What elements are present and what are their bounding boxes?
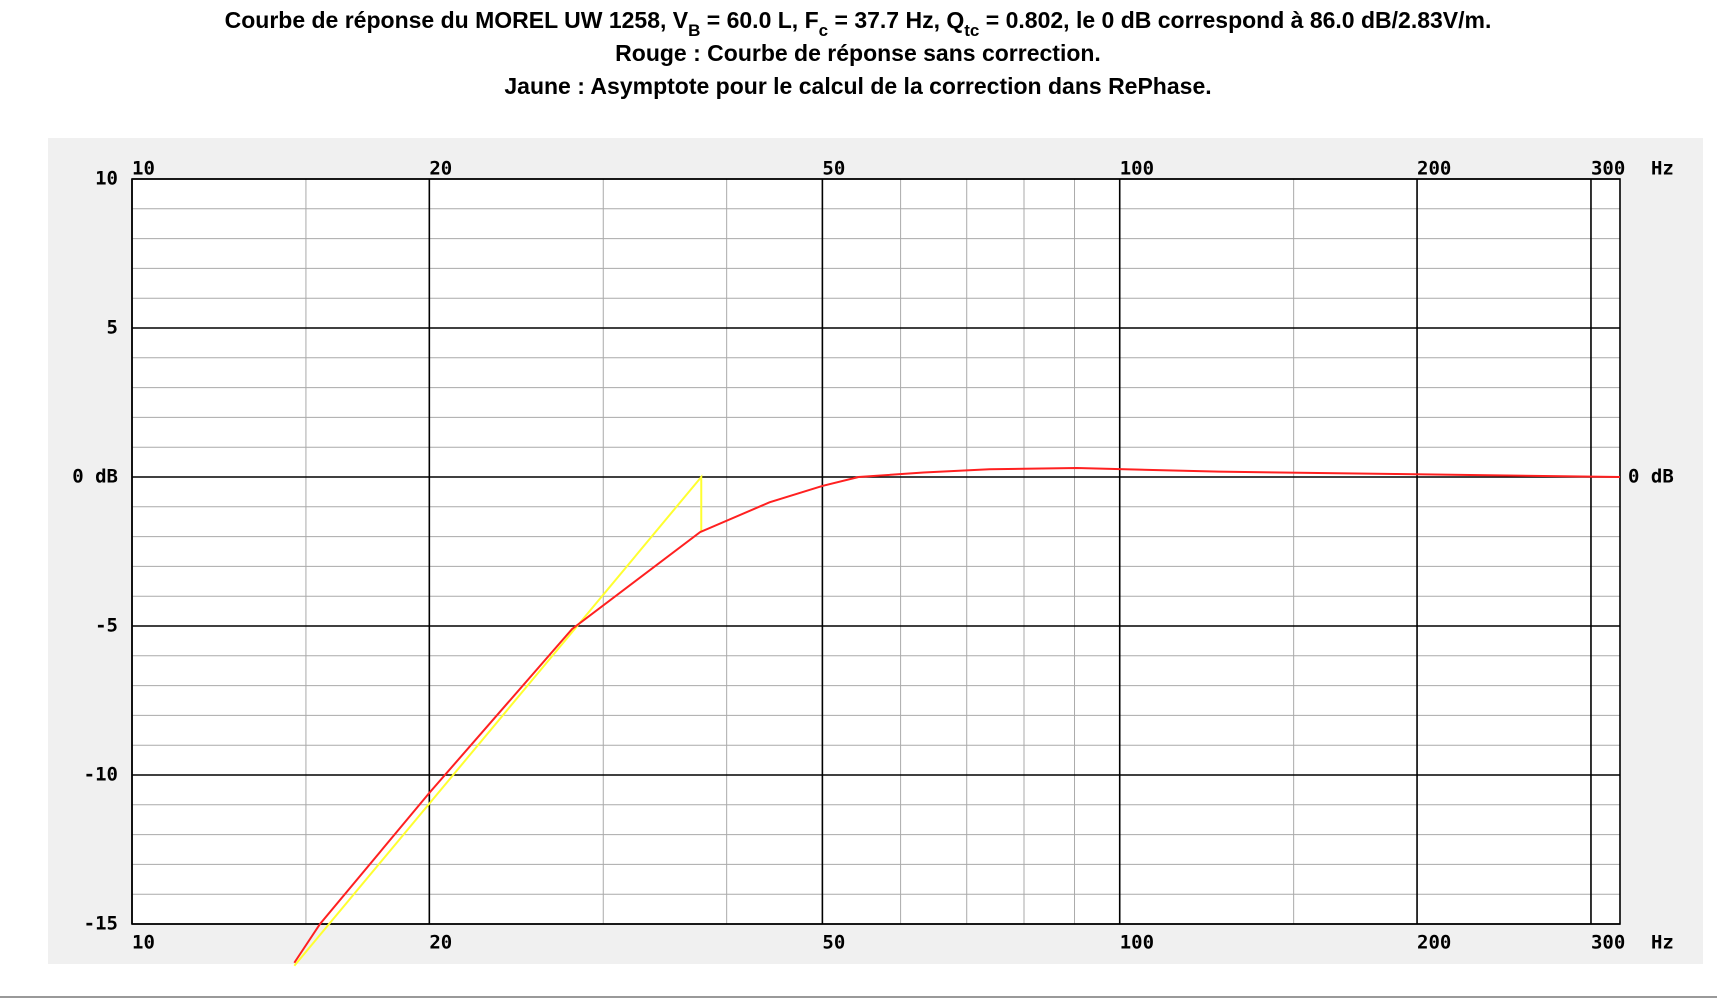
y-tick-label: -10 [84, 764, 118, 786]
x-tick-label: 300 [1591, 158, 1625, 180]
title-part: = 37.7 Hz, Q [828, 7, 964, 33]
x-unit: Hz [1651, 932, 1674, 954]
chart-title: Courbe de réponse du MOREL UW 1258, VB =… [225, 7, 1492, 40]
x-unit: Hz [1651, 158, 1674, 180]
x-tick-label: 50 [822, 158, 845, 180]
x-tick-label: 10 [132, 158, 155, 180]
x-tick-label: 100 [1120, 158, 1154, 180]
title-part: = 60.0 L, F [700, 7, 818, 33]
plot-frame [131, 178, 1621, 925]
x-tick-label: 20 [429, 932, 452, 954]
subscript: B [688, 21, 700, 40]
x-tick-label: 20 [429, 158, 452, 180]
line-series [293, 474, 703, 967]
y-tick-label: 10 [95, 168, 118, 190]
title-part: = 0.802, le 0 dB correspond à 86.0 dB/2.… [979, 7, 1491, 33]
line-series [293, 467, 1621, 964]
subscript: c [819, 21, 828, 40]
y-tick-label: -15 [84, 913, 118, 935]
x-tick-label: 50 [822, 932, 845, 954]
subscript: tc [964, 21, 979, 40]
y-tick-label-right: 0 dB [1628, 466, 1674, 488]
x-tick-label: 200 [1417, 932, 1451, 954]
chart-subtitle: Rouge : Courbe de réponse sans correctio… [615, 40, 1101, 66]
y-tick-label: -5 [95, 615, 118, 637]
x-tick-label: 10 [132, 932, 155, 954]
y-tick-label: 5 [107, 317, 118, 339]
x-tick-label: 200 [1417, 158, 1451, 180]
x-tick-label: 100 [1120, 932, 1154, 954]
title-part: Courbe de réponse du MOREL UW 1258, V [225, 7, 689, 33]
y-tick-label: 0 dB [72, 466, 118, 488]
chart-subtitle: Jaune : Asymptote pour le calcul de la c… [504, 73, 1211, 99]
plot-area [132, 179, 1620, 924]
x-tick-label: 300 [1591, 932, 1625, 954]
